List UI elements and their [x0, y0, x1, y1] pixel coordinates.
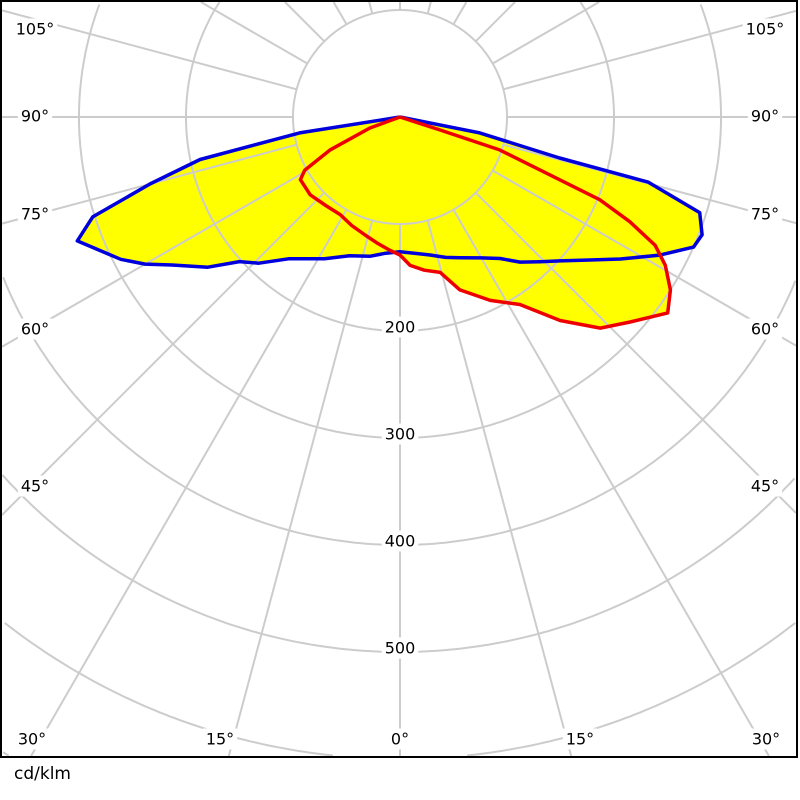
label-background [381, 530, 419, 552]
grid-spoke [492, 1, 600, 65]
grid-spoke [1, 169, 308, 348]
label-background [562, 728, 598, 750]
series-curve-0 [75, 115, 704, 269]
angle-label-right: 105° [746, 20, 785, 39]
grid-spoke [332, 1, 348, 25]
angle-label-bottom: 30° [752, 730, 780, 749]
grid-spoke [474, 1, 516, 43]
label-background [387, 728, 413, 750]
angle-label-bottom: 15° [206, 730, 234, 749]
polar-grid [1, 1, 797, 757]
grid-spoke [200, 1, 308, 65]
grid-ring-500 [1, 474, 796, 653]
grid-spoke [1, 191, 326, 516]
label-background [17, 203, 53, 225]
angle-label-left: 60° [21, 320, 49, 339]
grid-spoke [368, 1, 374, 14]
label-background [747, 203, 783, 225]
angle-label-right: 45° [751, 477, 779, 496]
angle-label-right: 90° [751, 107, 779, 126]
grid-ring-600 [4, 622, 796, 757]
label-background [12, 18, 58, 40]
angle-label-bottom: 0° [391, 730, 409, 749]
angle-label-left: 90° [21, 107, 49, 126]
grid-ring-200 [185, 1, 615, 332]
grid-ring-400 [2, 276, 797, 546]
label-background [381, 637, 419, 659]
radial-tick-label: 400 [385, 532, 416, 551]
label-background [17, 105, 53, 127]
label-background [747, 475, 783, 497]
radial-tick-label: 200 [385, 318, 416, 337]
grid-spoke [30, 209, 348, 757]
radial-tick-label: 500 [385, 639, 416, 658]
grid-spoke [474, 191, 797, 514]
radial-tick-label: 300 [385, 425, 416, 444]
angle-label-left: 75° [21, 205, 49, 224]
unit-label: cd/klm [14, 764, 71, 784]
label-background [381, 316, 419, 338]
angle-label-bottom: 15° [566, 730, 594, 749]
grid-spoke [452, 209, 770, 757]
label-background [202, 728, 238, 750]
axis-labels: 105° 90° 75° 60° 45° 105° 90° 75° 60° 45° 30° 15° 0°… [12, 18, 788, 750]
angle-label-right: 75° [751, 205, 779, 224]
grid-spoke [227, 220, 374, 757]
angle-label-bottom: 30° [18, 730, 46, 749]
label-background [747, 318, 783, 340]
label-background [748, 728, 784, 750]
angle-label-left: 45° [21, 477, 49, 496]
angle-label-left: 105° [16, 20, 55, 39]
grid-spoke [452, 1, 468, 25]
grid-spoke [284, 1, 326, 43]
label-background [742, 18, 788, 40]
grid-ring-700 [2, 751, 10, 757]
label-background [17, 475, 53, 497]
label-background [14, 728, 50, 750]
series-fill-1 [300, 117, 671, 329]
grid-spoke [426, 1, 432, 14]
grid-spoke [426, 220, 573, 757]
angle-label-right: 60° [751, 320, 779, 339]
distribution-curves [75, 115, 704, 330]
label-background [17, 318, 53, 340]
series-curve-1 [298, 115, 673, 330]
label-background [381, 423, 419, 445]
chart-frame [0, 0, 798, 758]
label-background [747, 105, 783, 127]
grid-ring-300 [78, 4, 722, 439]
